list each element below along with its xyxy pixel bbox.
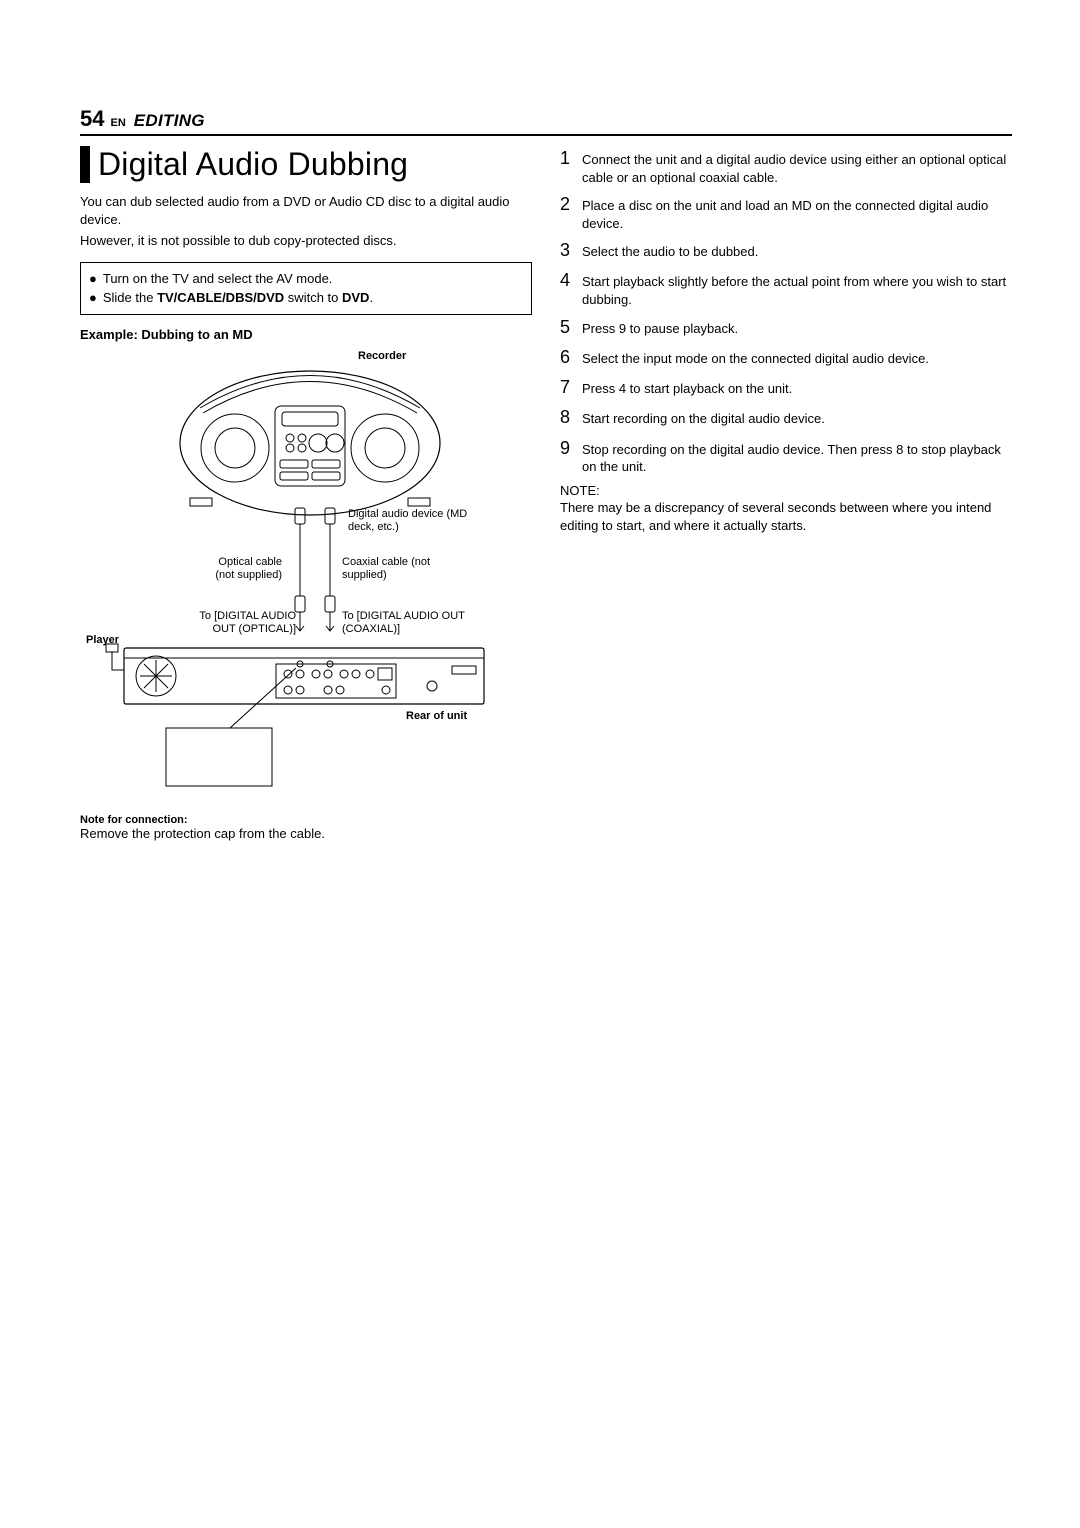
left-column: Digital Audio Dubbing You can dub select… xyxy=(80,146,532,841)
step-8: 8 Start recording on the digital audio d… xyxy=(560,405,1012,429)
diagram-svg xyxy=(80,348,510,808)
step-text: Start recording on the digital audio dev… xyxy=(582,410,1012,428)
optical-cable-label: Optical cable (not supplied) xyxy=(200,556,282,584)
step-number: 2 xyxy=(560,192,576,216)
to-optical-label: To [DIGITAL AUDIO OUT (OPTICAL)] xyxy=(176,610,296,638)
step-number: 1 xyxy=(560,146,576,170)
step-text: Select the input mode on the connected d… xyxy=(582,350,1012,368)
step-text: Place a disc on the unit and load an MD … xyxy=(582,197,1012,232)
step-text: Press 4 to start playback on the unit. xyxy=(582,380,1012,398)
manual-page: 54 EN EDITING Digital Audio Dubbing You … xyxy=(0,0,1080,881)
step-2: 2 Place a disc on the unit and load an M… xyxy=(560,192,1012,232)
header-rule xyxy=(80,134,1012,136)
step-number: 3 xyxy=(560,238,576,262)
digital-device-label: Digital audio device (MD deck, etc.) xyxy=(348,508,478,536)
step-number: 4 xyxy=(560,268,576,292)
title-bar-icon xyxy=(80,146,90,183)
prep-item-1-text: Turn on the TV and select the AV mode. xyxy=(103,269,333,289)
step-number: 6 xyxy=(560,345,576,369)
note-block: NOTE: There may be a discrepancy of seve… xyxy=(560,482,1012,535)
step-4: 4 Start playback slightly before the act… xyxy=(560,268,1012,308)
player-label: Player xyxy=(86,634,119,648)
prep-item-2-text: Slide the TV/CABLE/DBS/DVD switch to DVD… xyxy=(103,288,373,308)
prep-item-2: ● Slide the TV/CABLE/DBS/DVD switch to D… xyxy=(89,288,523,308)
page-header: 54 EN EDITING xyxy=(80,106,1012,132)
step-6: 6 Select the input mode on the connected… xyxy=(560,345,1012,369)
page-title: Digital Audio Dubbing xyxy=(98,146,408,183)
intro-line-1: You can dub selected audio from a DVD or… xyxy=(80,193,532,228)
step-text: Select the audio to be dubbed. xyxy=(582,243,1012,261)
step-text: Start playback slightly before the actua… xyxy=(582,273,1012,308)
step-text: Stop recording on the digital audio devi… xyxy=(582,441,1012,476)
rear-label: Rear of unit xyxy=(406,710,467,724)
step-number: 9 xyxy=(560,436,576,460)
step-9: 9 Stop recording on the digital audio de… xyxy=(560,436,1012,476)
connection-note-head: Note for connection: xyxy=(80,814,532,826)
step-text: Press 9 to pause playback. xyxy=(582,320,1012,338)
connection-note-body: Remove the protection cap from the cable… xyxy=(80,826,532,841)
lang-label: EN xyxy=(110,117,125,129)
recorder-label: Recorder xyxy=(358,350,406,364)
coaxial-cable-label: Coaxial cable (not supplied) xyxy=(342,556,432,584)
note-body: There may be a discrepancy of several se… xyxy=(560,499,1012,534)
bullet-icon: ● xyxy=(89,288,97,308)
to-coaxial-label: To [DIGITAL AUDIO OUT (COAXIAL)] xyxy=(342,610,492,638)
step-7: 7 Press 4 to start playback on the unit. xyxy=(560,375,1012,399)
content-columns: Digital Audio Dubbing You can dub select… xyxy=(80,146,1012,841)
step-number: 7 xyxy=(560,375,576,399)
step-5: 5 Press 9 to pause playback. xyxy=(560,315,1012,339)
preparation-box: ● Turn on the TV and select the AV mode.… xyxy=(80,262,532,315)
step-text: Connect the unit and a digital audio dev… xyxy=(582,151,1012,186)
right-column: 1 Connect the unit and a digital audio d… xyxy=(560,146,1012,841)
connection-diagram: Recorder Digital audio device (MD deck, … xyxy=(80,348,532,808)
step-number: 8 xyxy=(560,405,576,429)
section-name: EDITING xyxy=(134,111,205,131)
example-heading: Example: Dubbing to an MD xyxy=(80,327,532,342)
bullet-icon: ● xyxy=(89,269,97,289)
prep-item-1: ● Turn on the TV and select the AV mode. xyxy=(89,269,523,289)
title-block: Digital Audio Dubbing xyxy=(80,146,532,183)
note-head: NOTE: xyxy=(560,482,1012,500)
step-number: 5 xyxy=(560,315,576,339)
step-3: 3 Select the audio to be dubbed. xyxy=(560,238,1012,262)
intro-line-2: However, it is not possible to dub copy-… xyxy=(80,232,532,250)
page-number: 54 xyxy=(80,106,104,132)
step-1: 1 Connect the unit and a digital audio d… xyxy=(560,146,1012,186)
